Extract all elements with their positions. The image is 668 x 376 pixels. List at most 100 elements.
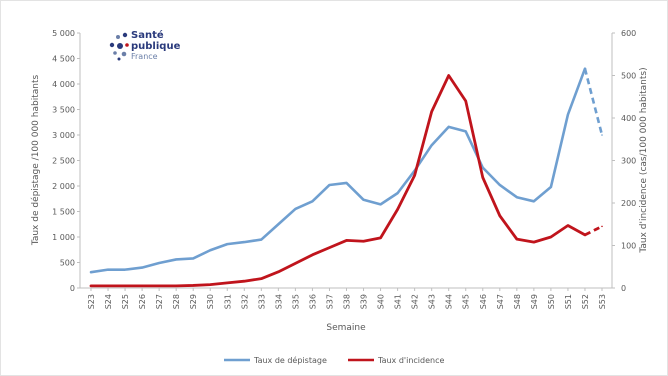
data-point-incidence [243,280,246,283]
data-point-incidence [345,239,348,242]
y-axis-right-title: Taux d'incidence (cas/100 000 habitants) [639,67,649,253]
x-tick-label: S26 [138,294,147,309]
left-tick-label: 3 500 [52,106,75,115]
data-point-depistage [516,196,518,199]
data-point-incidence [107,285,109,287]
data-point-depistage [277,223,280,226]
x-tick-label: S40 [377,294,386,309]
series-group [89,67,604,288]
x-tick-label: S25 [121,294,130,309]
data-point-incidence [584,234,586,236]
left-tick-label: 1 000 [52,233,75,242]
data-point-depistage [499,184,501,186]
data-point-depistage [158,262,160,264]
x-tick-label: S37 [325,294,334,309]
data-point-depistage [533,200,535,203]
logo-text-line2: publique [131,41,181,52]
series-line-incidence [89,74,587,288]
x-tick-label: S35 [291,294,300,309]
sante-publique-france-logo: Santé publique France [109,29,181,61]
x-tick-label: S23 [87,294,96,309]
y-axis-left-title: Taux de dépistage /100 000 habitants [30,75,41,247]
x-tick-label: S47 [496,294,505,309]
data-point-incidence [499,214,501,217]
right-tick-label: 300 [621,157,636,166]
data-point-depistage [192,257,194,260]
legend: Taux de dépistage Taux d'incidence [224,355,444,365]
data-point-depistage [464,130,467,133]
data-point-depistage [481,166,484,169]
data-point-incidence [328,246,331,249]
data-point-incidence [192,284,194,287]
x-tick-label: S28 [172,294,181,309]
data-point-depistage [584,67,586,70]
data-point-depistage [124,268,126,271]
x-tick-label: S27 [155,294,164,309]
right-tick-label: 600 [621,29,636,38]
right-axis-ticks: 0 100 200 300 400 500 600 [612,29,636,293]
data-point-incidence [362,240,365,243]
data-point-incidence [141,285,143,287]
right-tick-label: 0 [621,284,626,293]
left-tick-label: 2 500 [52,157,75,166]
x-tick-label: S33 [257,294,266,309]
data-point-depistage [396,192,399,194]
left-tick-label: 5 000 [52,29,75,38]
right-tick-label: 500 [621,72,636,81]
data-point-incidence [124,285,126,287]
x-tick-label: S53 [598,294,607,309]
data-point-incidence [90,285,92,287]
left-tick-label: 1 500 [52,208,75,217]
data-point-depistage [430,144,433,146]
data-point-depistage [345,182,348,184]
x-tick-label: S44 [445,294,454,309]
data-point-depistage [362,198,365,201]
data-point-depistage [550,186,552,188]
series-line-depistage [89,67,587,274]
x-tick-label: S46 [479,294,488,309]
logo-text-line3: France [131,52,158,61]
right-tick-label: 400 [621,114,636,123]
series-line-depistage-provisional [583,68,604,136]
data-point-depistage [328,184,331,186]
data-point-incidence [260,277,263,280]
x-tick-label: S43 [428,294,437,309]
data-point-incidence [277,271,280,273]
data-point-incidence [396,208,399,211]
left-tick-label: 4 500 [52,55,75,64]
x-tick-label: S42 [411,294,420,309]
logo-text-line1: Santé [131,29,164,41]
data-point-incidence [464,100,467,102]
x-tick-label: S34 [274,294,283,309]
data-point-incidence [413,174,416,177]
left-tick-label: 4 000 [52,80,75,89]
x-tick-label: S38 [343,294,352,309]
data-point-incidence [567,224,569,227]
data-point-incidence [294,262,297,265]
legend-label-depistage: Taux de dépistage [253,355,327,365]
data-point-depistage [243,241,246,243]
x-tick-label: S32 [240,294,249,309]
data-point-incidence [481,176,484,179]
series-line-incidence-provisional [584,225,603,237]
right-tick-label: 200 [621,199,636,208]
x-tick-label: S39 [360,294,369,309]
x-tick-label: S45 [462,294,471,309]
left-tick-label: 2 000 [52,182,75,191]
data-point-depistage [209,249,212,252]
x-tick-label: S29 [189,294,198,309]
data-point-incidence [601,225,603,228]
x-tick-label: S52 [581,294,590,309]
data-point-depistage [90,271,92,273]
data-point-incidence [226,282,229,284]
data-point-incidence [516,238,518,240]
right-tick-label: 100 [621,242,636,251]
left-axis-ticks: 0 500 1 000 1 500 2 000 2 500 3 000 3 500 4 000 4… [52,29,80,293]
data-point-depistage [379,203,382,206]
data-point-depistage [567,113,569,116]
legend-label-incidence: Taux d'incidence [377,356,444,365]
x-tick-label: S48 [513,294,522,309]
x-tick-label: S30 [206,294,215,309]
data-point-depistage [311,200,314,203]
